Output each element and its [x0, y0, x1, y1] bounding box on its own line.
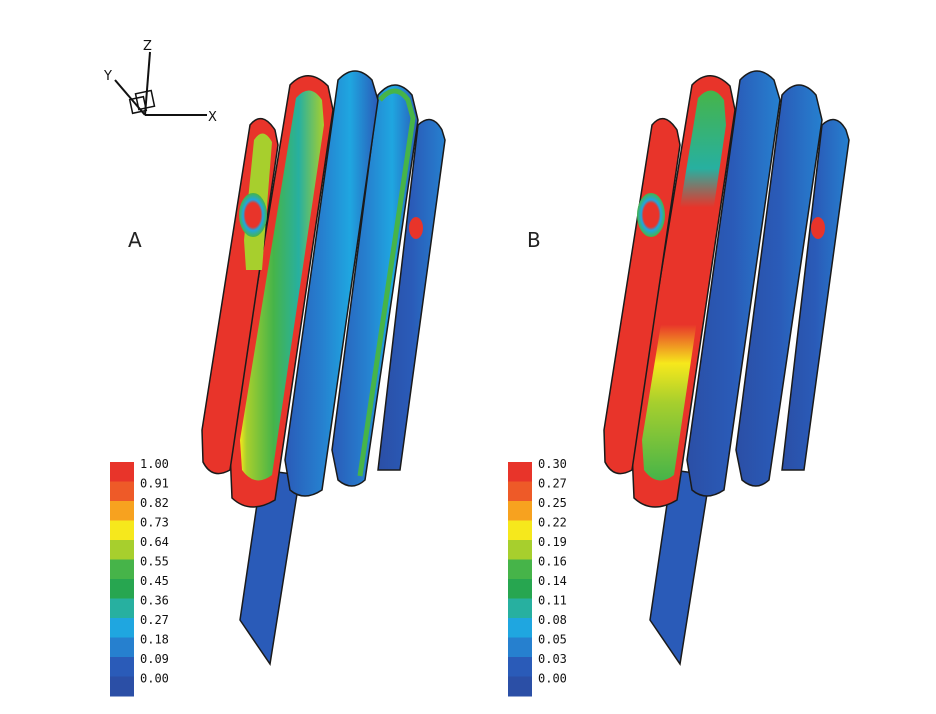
axis-z-label: Z — [143, 39, 152, 54]
colorbar-tick-label: 0.14 — [538, 574, 567, 588]
panel-b-colorbar: 0.30 0.27 0.25 0.22 0.19 0.16 0.14 0.11 0.08 0.05… — [508, 457, 567, 697]
colorbar-swatch — [110, 481, 134, 502]
colorbar-swatch — [110, 637, 134, 658]
colorbar-tick-label: 0.82 — [140, 496, 169, 510]
colorbar-swatch — [508, 579, 532, 599]
colorbar-swatch — [508, 676, 532, 697]
panel-b-plate-3 — [686, 70, 781, 497]
colorbar-swatch — [508, 657, 532, 677]
colorbar-swatch — [110, 598, 134, 619]
colorbar-tick-label: 0.45 — [140, 574, 169, 588]
colorbar-swatch — [110, 520, 134, 541]
colorbar-swatch — [110, 540, 134, 560]
colorbar-tick-label: 0.09 — [140, 652, 169, 666]
colorbar-swatch — [110, 657, 134, 677]
colorbar-swatch — [110, 579, 134, 599]
colorbar-swatch — [508, 618, 532, 638]
panel-a-plate-5 — [377, 118, 446, 471]
colorbar-tick-label: 1.00 — [140, 457, 169, 471]
colorbar-tick-label: 0.22 — [538, 516, 567, 530]
colorbar-swatch — [110, 462, 134, 482]
colorbar-swatch — [110, 676, 134, 697]
colorbar-tick-label: 0.05 — [538, 633, 567, 647]
colorbar-tick-label: 0.55 — [140, 555, 169, 569]
colorbar-swatch — [508, 462, 532, 482]
panel-b-label: B — [527, 228, 541, 252]
panel-a-model — [201, 70, 446, 666]
colorbar-swatch — [508, 540, 532, 560]
colorbar-tick-label: 0.64 — [140, 535, 169, 549]
colorbar-swatch — [508, 481, 532, 502]
panel-a-hotspot — [239, 193, 267, 237]
colorbar-tick-label: 0.73 — [140, 516, 169, 530]
colorbar-tick-label: 0.27 — [140, 613, 169, 627]
colorbar-swatch — [508, 559, 532, 580]
axis-x-label: X — [208, 110, 217, 125]
colorbar-swatch — [508, 501, 532, 521]
colorbar-tick-label: 0.19 — [538, 535, 567, 549]
panel-b-hotspot — [637, 193, 665, 237]
axis-y-label: Y — [103, 69, 112, 84]
colorbar-tick-label: 0.91 — [140, 477, 169, 491]
colorbar-swatch — [508, 637, 532, 658]
colorbar-swatch — [508, 598, 532, 619]
panel-a-label: A — [128, 228, 142, 252]
colorbar-tick-label: 0.03 — [538, 652, 567, 666]
colorbar-swatch — [110, 559, 134, 580]
colorbar-swatch — [110, 501, 134, 521]
colorbar-tick-label: 0.36 — [140, 594, 169, 608]
colorbar-tick-label: 0.00 — [538, 672, 567, 686]
colorbar-tick-label: 0.16 — [538, 555, 567, 569]
panel-b-plate-4 — [735, 84, 823, 487]
colorbar-tick-label: 0.00 — [140, 672, 169, 686]
colorbar-swatch — [508, 520, 532, 541]
colorbar-swatch — [110, 618, 134, 638]
colorbar-tick-label: 0.11 — [538, 594, 567, 608]
colorbar-tick-label: 0.18 — [140, 633, 169, 647]
colorbar-tick-label: 0.27 — [538, 477, 567, 491]
panel-b-plate-5 — [781, 118, 850, 471]
colorbar-tick-label: 0.30 — [538, 457, 567, 471]
colorbar-tick-label: 0.25 — [538, 496, 567, 510]
panel-a-colorbar: 1.00 0.91 0.82 0.73 0.64 0.55 0.45 0.36 0.27 0.18… — [110, 457, 169, 697]
colorbar-tick-label: 0.08 — [538, 613, 567, 627]
panel-b-model — [603, 70, 850, 666]
axis-triad: X Z Y — [103, 39, 217, 125]
panel-a-plate-3 — [284, 70, 379, 497]
panel-a-plate-4 — [331, 84, 419, 487]
